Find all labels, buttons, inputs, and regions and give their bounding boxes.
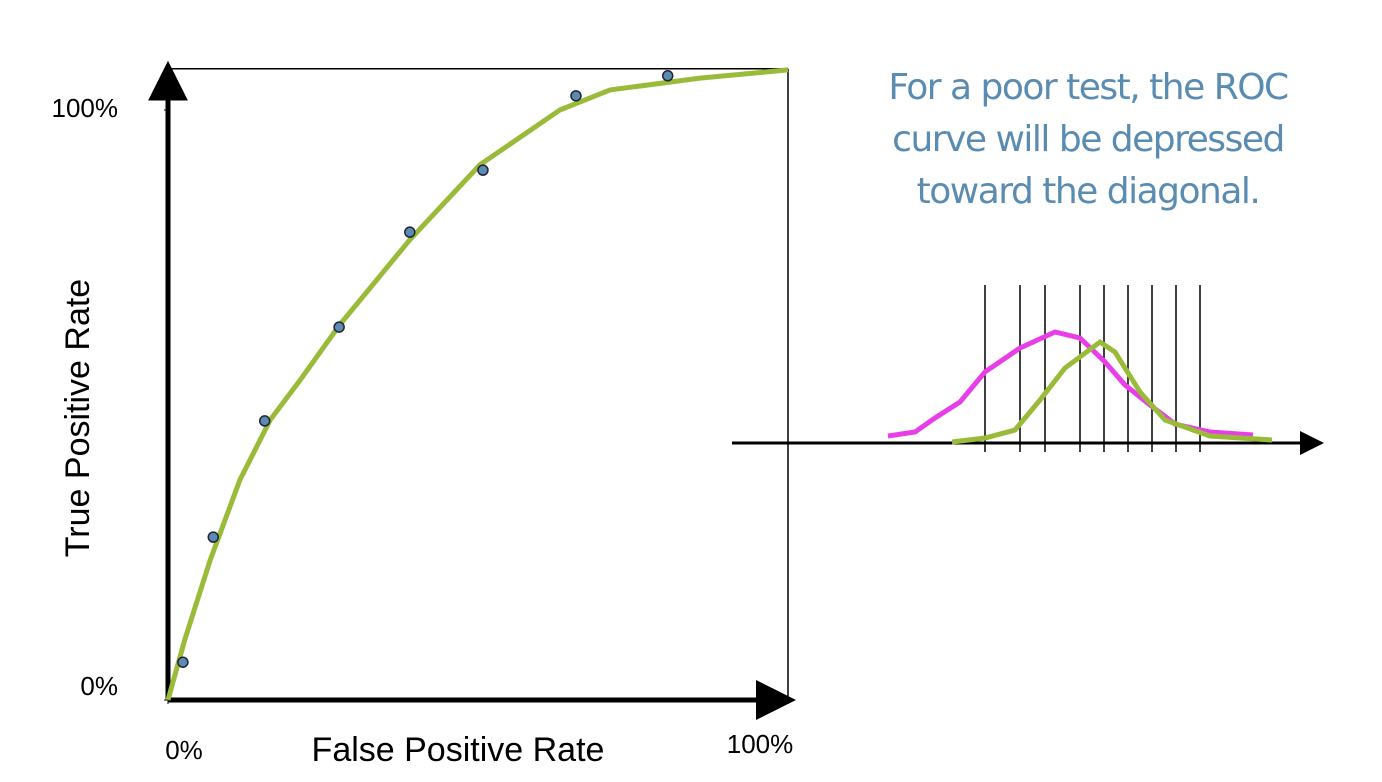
data-point xyxy=(258,415,271,427)
y-tick-label: 100% xyxy=(52,93,119,123)
x-tick-label: 0% xyxy=(165,735,203,765)
data-point xyxy=(477,164,489,176)
data-point xyxy=(661,70,674,82)
data-point xyxy=(570,90,582,102)
distribution-sketch xyxy=(732,285,1324,455)
x-tick-label: 100% xyxy=(727,729,794,759)
data-point xyxy=(333,321,345,333)
data-point xyxy=(207,531,220,543)
y-axis-label: True Positive Rate xyxy=(59,279,97,557)
y-tick-label: 0% xyxy=(80,671,118,701)
roc-curve xyxy=(165,67,789,701)
annotation: For a poor test, the ROC curve will be d… xyxy=(888,67,1289,212)
data-point xyxy=(177,656,189,668)
x-axis-label: False Positive Rate xyxy=(312,731,605,769)
data-point xyxy=(404,226,416,238)
